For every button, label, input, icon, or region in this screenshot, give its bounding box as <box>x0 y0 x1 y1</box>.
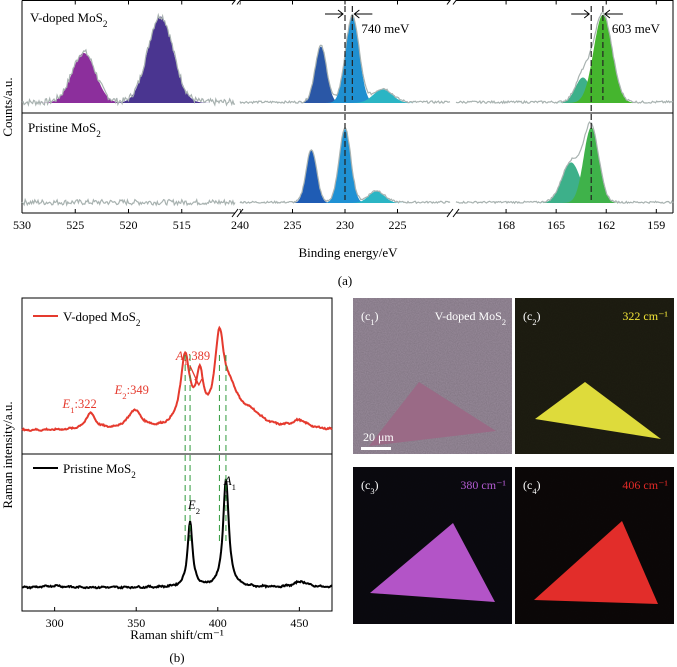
xps-tick-label: 162 <box>597 218 615 232</box>
raman-series-1 <box>22 478 333 590</box>
axis-break-mark <box>446 208 454 218</box>
peak-label-a1: A1:389 <box>175 349 210 367</box>
shift-arrow <box>571 9 591 19</box>
xps-tick-label: 530 <box>13 218 31 232</box>
xps-peak-bottom-2-1 <box>561 127 622 203</box>
xps-peak-top-2-0 <box>552 77 613 103</box>
axis-break-gap <box>235 210 240 216</box>
xps-peak-top-1-2 <box>345 89 421 103</box>
scale-bar-label: 20 μm <box>363 430 394 444</box>
xps-tick-label: 235 <box>284 218 302 232</box>
map-tile-2: (c2) 322 cm⁻¹ <box>515 298 674 454</box>
panel-c: (c1) V-doped MoS2 20 μm (c2) 322 cm⁻¹ (c3) 380… <box>353 298 674 624</box>
shift-annotation: 740 meV <box>361 21 410 36</box>
raman-series-0 <box>21 325 333 432</box>
raman-tick-label: 400 <box>209 616 227 630</box>
axis-break-mark <box>231 208 239 218</box>
xps-peak-top-1-0 <box>297 46 344 103</box>
xps-tick-label: 225 <box>389 218 407 232</box>
map-caption: 406 cm⁻¹ <box>622 478 668 492</box>
xps-tick-label: 165 <box>547 218 565 232</box>
peak-label-e2: E2:349 <box>114 383 149 401</box>
peak-label-a1-pristine: A1 <box>223 474 236 492</box>
flake-triangle <box>369 382 496 446</box>
xps-peak-top-2-1 <box>566 14 640 104</box>
xps-raw-bottom-0 <box>21 197 236 207</box>
map-caption: 322 cm⁻¹ <box>622 309 668 323</box>
axis-break-mark <box>236 0 241 5</box>
xps-tick-label: 230 <box>336 218 354 232</box>
map-caption: V-doped MoS2 <box>435 309 506 327</box>
xps-tick-label: 520 <box>120 218 138 232</box>
xps-peak-top-0-1 <box>109 16 212 103</box>
axis-break-mark <box>452 208 460 218</box>
axis-break-mark <box>231 0 236 5</box>
shift-arrow <box>325 9 344 19</box>
map-tile-3: (c3) 380 cm⁻¹ <box>353 467 512 624</box>
map-label: (c1) <box>361 309 379 327</box>
xps-peak-bottom-1-1 <box>321 128 369 203</box>
shift-annotation: 603 meV <box>612 21 661 36</box>
raman-tick-label: 350 <box>127 616 145 630</box>
series-label-bottom: Pristine MoS2 <box>28 120 101 139</box>
axis-break-mark <box>446 0 451 5</box>
axis-break-gap <box>235 0 240 4</box>
map-tile-4: (c4) 406 cm⁻¹ <box>515 467 674 624</box>
x-axis-label: Raman shift/cm⁻¹ <box>130 627 224 642</box>
flake-triangle <box>535 382 661 439</box>
xps-tick-label: 240 <box>231 218 249 232</box>
axis-break-mark <box>236 208 244 218</box>
map-label: (c4) <box>523 478 541 496</box>
scale-bar <box>361 447 391 450</box>
shift-arrow <box>604 9 623 19</box>
raman-tick-label: 300 <box>46 616 64 630</box>
xps-peak-bottom-1-0 <box>290 150 333 203</box>
raman-tick-label: 450 <box>290 616 308 630</box>
flake-triangle <box>370 523 495 602</box>
peak-label-e2-pristine: E2 <box>187 498 200 516</box>
map-tile-1: (c1) V-doped MoS2 20 μm <box>353 298 512 454</box>
axis-break-gap <box>450 0 456 4</box>
xps-raw-bottom-2 <box>455 121 674 205</box>
x-axis-label: Binding energy/eV <box>298 245 398 260</box>
panel-b: 300 350 400 450 V-doped MoS2 Pristine MoS2 E1:… <box>0 297 333 665</box>
axis-break-gap <box>450 210 456 216</box>
xps-peak-bottom-1-2 <box>345 191 408 203</box>
y-axis-label: Raman intensity/a.u. <box>0 401 15 508</box>
xps-tick-label: 168 <box>497 218 515 232</box>
series-label-top: V-doped MoS2 <box>30 10 108 29</box>
panel-a: 530 525 520 515 240 235 230 225 168 165 162 159 740 … <box>0 0 674 288</box>
legend-label-pristine: Pristine MoS2 <box>63 461 136 480</box>
map-label: (c3) <box>361 478 379 496</box>
panel-label: (a) <box>338 273 352 288</box>
xps-raw-top-0 <box>21 12 236 107</box>
y-axis-label: Counts/a.u. <box>0 77 15 136</box>
xps-tick-label: 525 <box>66 218 84 232</box>
shift-arrow <box>353 9 373 19</box>
map-caption: 380 cm⁻¹ <box>460 478 506 492</box>
xps-tick-label: 515 <box>173 218 191 232</box>
axis-break-mark <box>452 0 457 5</box>
peak-label-e1: E1:322 <box>62 397 97 415</box>
xps-peak-top-0-0 <box>36 52 131 103</box>
xps-tick-label: 159 <box>647 218 665 232</box>
legend-label-vdoped: V-doped MoS2 <box>63 309 141 328</box>
xps-peak-bottom-2-0 <box>534 162 608 203</box>
xps-peak-top-1-1 <box>325 16 380 103</box>
map-label: (c2) <box>523 309 541 327</box>
panel-label: (b) <box>169 650 184 665</box>
xps-raw-top-2 <box>455 12 674 105</box>
flake-triangle <box>534 521 658 604</box>
peak-arrow <box>189 365 203 387</box>
